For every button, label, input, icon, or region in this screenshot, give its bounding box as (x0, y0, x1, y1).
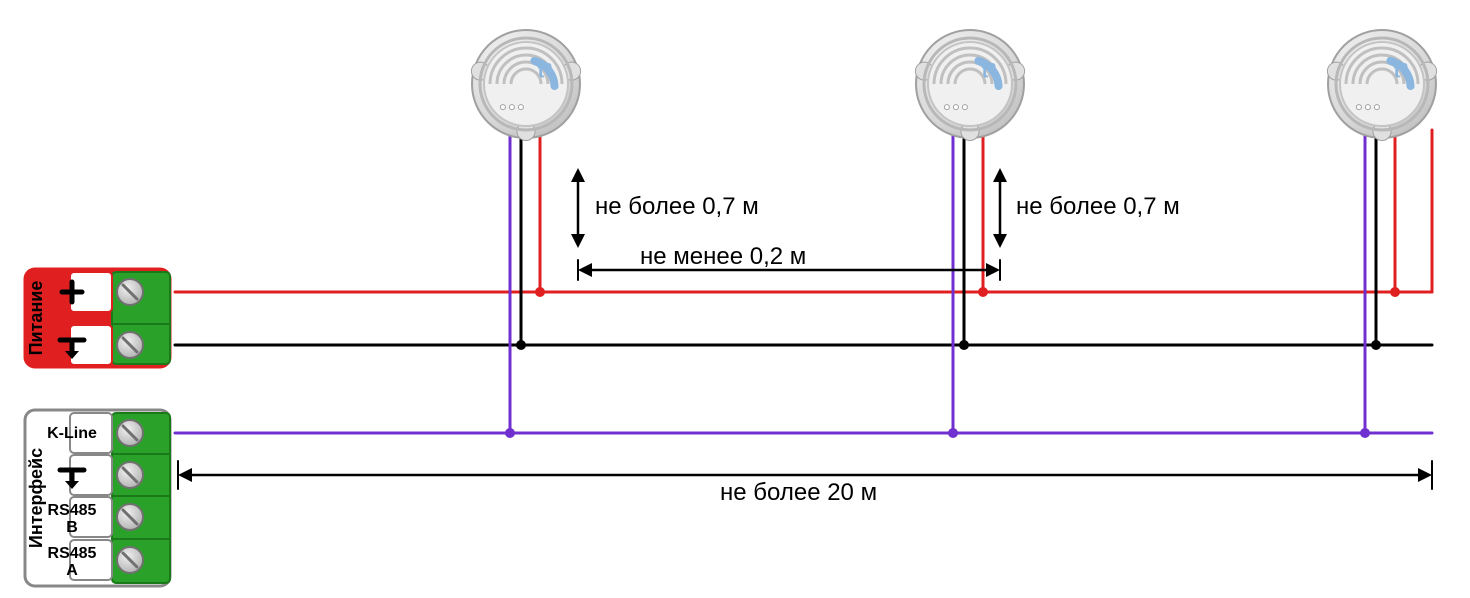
svg-text:t°: t° (982, 61, 997, 83)
svg-text:K-Line: K-Line (47, 425, 97, 442)
svg-text:не менее 0,2 м: не менее 0,2 м (640, 243, 806, 270)
svg-text:t°: t° (538, 61, 553, 83)
wiring-diagram: ПитаниеK-LineRS485BRS485AИнтерфейс t°t°t… (0, 0, 1470, 598)
sensor-icon: t° (471, 30, 580, 141)
svg-text:Питание: Питание (26, 281, 46, 356)
svg-text:B: B (66, 519, 78, 536)
svg-text:не более 20 м: не более 20 м (720, 479, 877, 506)
svg-text:RS485: RS485 (48, 545, 97, 562)
svg-text:A: A (66, 562, 78, 579)
svg-text:t°: t° (1394, 61, 1409, 83)
sensor-icon: t° (915, 30, 1024, 141)
svg-text:не более 0,7 м: не более 0,7 м (595, 193, 759, 220)
svg-text:Интерфейс: Интерфейс (26, 448, 46, 548)
svg-text:не более 0,7 м: не более 0,7 м (1016, 193, 1180, 220)
svg-text:RS485: RS485 (48, 502, 97, 519)
sensor-icon: t° (1327, 30, 1436, 141)
